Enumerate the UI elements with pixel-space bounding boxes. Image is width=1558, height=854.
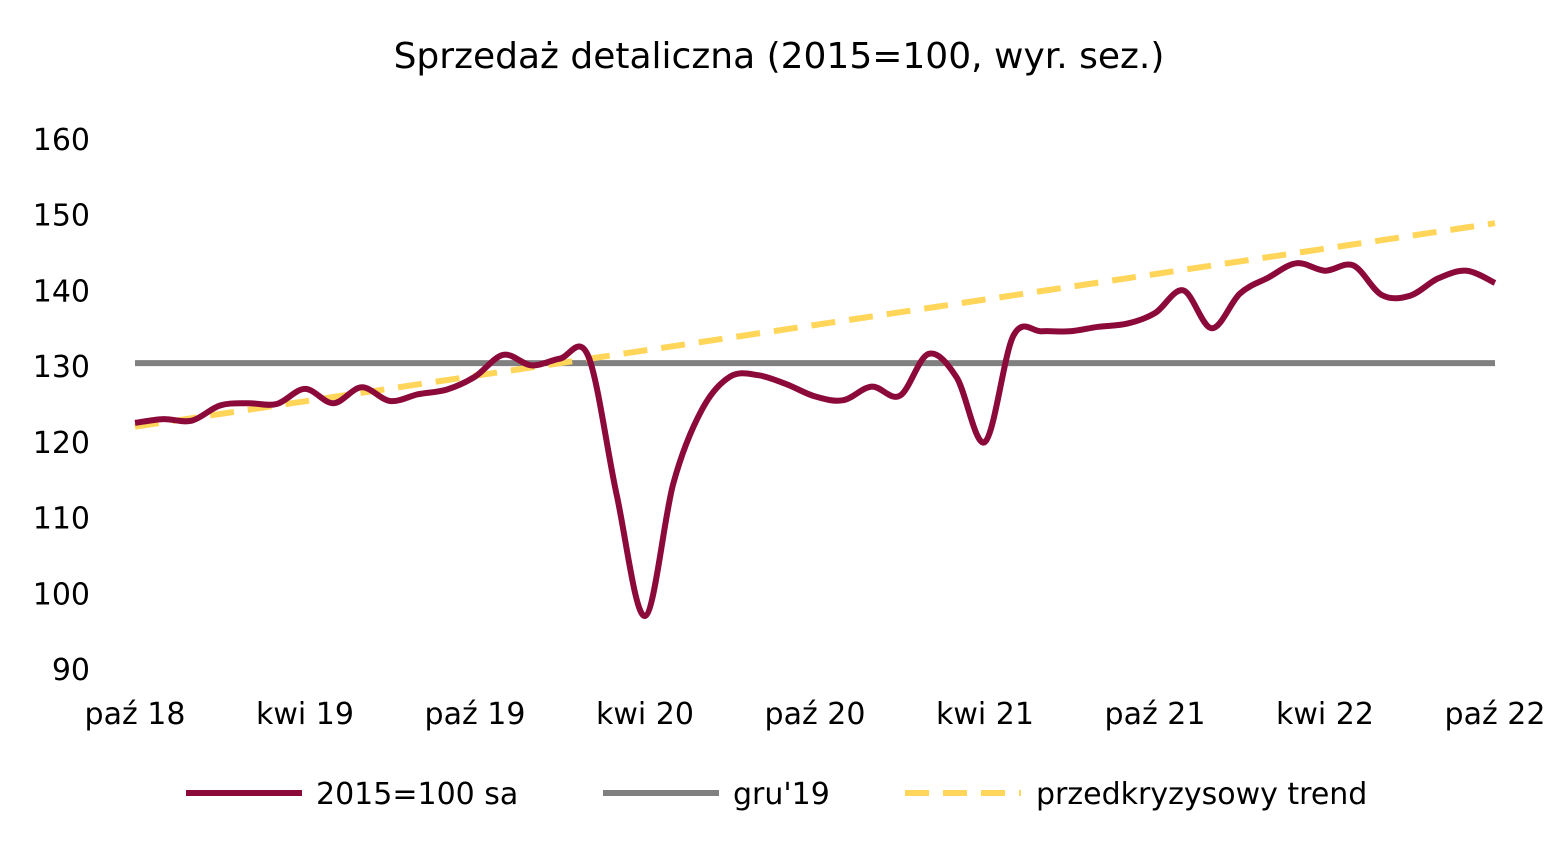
y-tick-label: 90 [52,653,90,688]
y-tick-label: 160 [33,123,90,158]
x-tick-label: paź 21 [1105,697,1206,732]
x-tick-label: paź 20 [765,697,866,732]
y-tick-label: 130 [33,350,90,385]
legend-item-dec19: gru'19 [603,777,830,812]
x-tick-label: kwi 22 [1276,697,1374,732]
y-tick-label: 150 [33,199,90,234]
x-tick-label: paź 22 [1445,697,1546,732]
x-tick-label: kwi 20 [596,697,694,732]
y-tick-label: 140 [33,274,90,309]
series-line-sales [134,260,1497,620]
legend-item-trend: przedkryzysowy trend [905,777,1367,812]
x-tick-label: kwi 21 [936,697,1034,732]
legend-label: 2015=100 sa [316,777,518,812]
chart-title: Sprzedaż detaliczna (2015=100, wyr. sez.… [393,36,1165,77]
series-line-trend [134,220,1496,430]
y-axis-ticks: 160 150 140 130 120 110 100 90 [33,123,90,688]
legend-label: przedkryzysowy trend [1036,777,1367,812]
y-tick-label: 120 [33,426,90,461]
legend: 2015=100 sa gru'19 przedkryzysowy trend [186,777,1367,812]
x-tick-label: kwi 19 [256,697,354,732]
legend-item-sales: 2015=100 sa [186,777,518,812]
y-tick-label: 110 [33,502,90,537]
x-tick-label: paź 18 [85,697,186,732]
x-axis-ticks: paź 18 kwi 19 paź 19 kwi 20 paź 20 kwi 21 paź … [85,697,1546,732]
x-tick-label: paź 19 [425,697,526,732]
y-tick-label: 100 [33,577,90,612]
legend-label: gru'19 [733,777,830,812]
series-lines [134,220,1497,620]
